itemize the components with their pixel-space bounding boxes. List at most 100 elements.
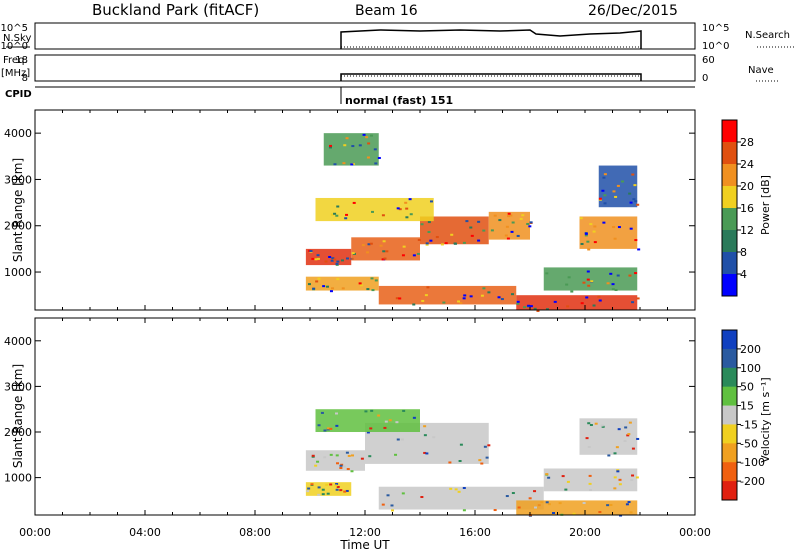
power-echo-speckle	[482, 229, 486, 232]
power-echo-speckle	[633, 184, 637, 187]
velocity-echo-speckle	[360, 457, 364, 460]
power-echo-speckle	[570, 290, 574, 293]
power-echo-speckle	[405, 216, 409, 219]
power-echo-speckle	[325, 285, 329, 288]
velocity-echo-speckle	[561, 475, 565, 478]
velocity-panel: 1000 2000 3000 4000 Slant Range [km]	[4, 317, 696, 517]
velocity-echo-speckle	[350, 470, 354, 473]
power-echo-speckle	[553, 300, 557, 303]
colorbar-tick-label: 24	[740, 158, 754, 171]
power-echo-speckle	[465, 220, 469, 223]
power-echo-speckle	[634, 200, 638, 203]
colorbar-tick-label: 100	[740, 362, 761, 375]
power-echo-speckle	[429, 200, 433, 203]
power-echo-speckle	[427, 221, 431, 224]
power-echo-speckle	[511, 221, 515, 224]
power-echo-speckle	[636, 297, 640, 300]
power-echo-speckle	[528, 225, 532, 228]
y-tick-label: 4000	[4, 127, 32, 140]
power-echo-speckle	[529, 305, 533, 308]
velocity-echo-speckle	[449, 487, 453, 490]
power-echo-speckle	[373, 148, 377, 151]
power-echo-speckle	[603, 194, 607, 197]
velocity-echo-speckle	[623, 440, 627, 443]
velocity-echo-speckle	[326, 492, 330, 495]
velocity-echo-band-6	[315, 409, 420, 433]
power-echo-speckle	[597, 295, 601, 298]
power-echo-speckle	[426, 286, 430, 289]
noise-tick-left-bottom: 10^0	[1, 41, 28, 52]
velocity-echo-speckle	[323, 429, 327, 432]
power-echo-speckle	[545, 272, 549, 275]
colorbar-swatch	[722, 164, 737, 187]
power-echo-band-6	[516, 295, 638, 310]
colorbar-tick-label: -100	[740, 456, 765, 469]
velocity-echo-speckle	[339, 464, 343, 467]
velocity-echo-speckle	[545, 473, 549, 476]
power-echo-band-10	[323, 133, 379, 166]
power-echo-speckle	[507, 215, 511, 218]
power-echo-speckle	[634, 239, 638, 242]
power-echo-speckle	[565, 283, 569, 286]
velocity-echo-speckle	[316, 460, 320, 463]
velocity-echo-speckle	[384, 420, 388, 423]
power-echo-speckle	[427, 230, 431, 233]
noise-panel-frame	[34, 22, 696, 50]
power-echo-speckle	[442, 301, 446, 304]
velocity-y-ticks: 1000 2000 3000 4000	[4, 335, 695, 485]
colorbar-tick-label: 200	[740, 343, 761, 356]
power-echo-speckle	[477, 239, 481, 242]
power-echo-speckle	[379, 244, 383, 247]
colorbar-swatch	[722, 367, 737, 388]
power-echo-speckle	[614, 289, 618, 292]
power-echo-speckle	[405, 207, 409, 210]
colorbar-swatch	[722, 348, 737, 369]
velocity-echo-speckle	[631, 474, 635, 477]
velocity-echo-speckle	[616, 470, 620, 473]
velocity-echo-speckle	[626, 434, 630, 437]
power-echo-speckle	[611, 283, 615, 286]
y-tick-label: 3000	[4, 173, 32, 186]
velocity-echo-speckle	[625, 503, 629, 506]
velocity-colorbar: 200 100 50 15 -15 -50 -100 -200	[721, 329, 765, 501]
power-echo-speckle	[322, 285, 326, 288]
velocity-echo-speckle	[423, 434, 427, 437]
velocity-echo-speckle	[457, 490, 461, 493]
power-echo-speckle	[335, 214, 339, 217]
velocity-echo-speckle	[533, 490, 537, 493]
x-tick-label: 04:00	[129, 526, 161, 539]
velocity-echo-speckle	[462, 487, 466, 490]
nsearch-label: N.Search	[745, 30, 790, 41]
power-echo-speckle	[412, 303, 416, 306]
power-echo-speckle	[409, 213, 413, 216]
velocity-echo-band-3	[378, 486, 544, 510]
velocity-echo-speckle	[369, 427, 373, 430]
power-echo-speckle	[328, 146, 332, 149]
velocity-ylabel: Slant Range [km]	[11, 364, 25, 468]
power-echo-speckle	[629, 201, 633, 204]
power-echo-speckle	[614, 195, 618, 198]
power-echo-speckle	[628, 192, 632, 195]
velocity-echo-speckle	[545, 501, 549, 504]
power-echo-speckle	[603, 202, 607, 205]
velocity-echo-speckle	[335, 482, 339, 485]
velocity-echo-speckle	[329, 483, 333, 486]
nave-tick-top: 60	[702, 55, 715, 66]
velocity-echo-speckle	[345, 451, 349, 454]
velocity-echo-speckle	[317, 493, 321, 496]
nave-label: Nave	[748, 65, 774, 76]
power-echo-speckle	[459, 302, 463, 305]
power-echo-speckle	[506, 237, 510, 240]
power-data-layer	[305, 133, 641, 312]
velocity-echo-speckle	[566, 480, 570, 483]
power-echo-speckle	[590, 280, 594, 283]
power-echo-speckle	[395, 297, 399, 300]
power-echo-speckle	[374, 279, 378, 282]
power-echo-speckle	[631, 301, 635, 304]
power-echo-speckle	[408, 198, 412, 201]
power-echo-speckle	[401, 254, 405, 257]
power-echo-speckle	[598, 197, 602, 200]
velocity-echo-speckle	[311, 454, 315, 457]
power-echo-speckle	[500, 298, 504, 301]
velocity-echo-speckle	[478, 459, 482, 462]
